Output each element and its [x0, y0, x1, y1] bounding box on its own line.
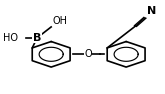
Text: B: B [33, 33, 41, 43]
Text: OH: OH [53, 16, 68, 26]
Text: HO: HO [3, 33, 18, 43]
Text: O: O [84, 49, 92, 59]
Text: N: N [147, 6, 156, 16]
